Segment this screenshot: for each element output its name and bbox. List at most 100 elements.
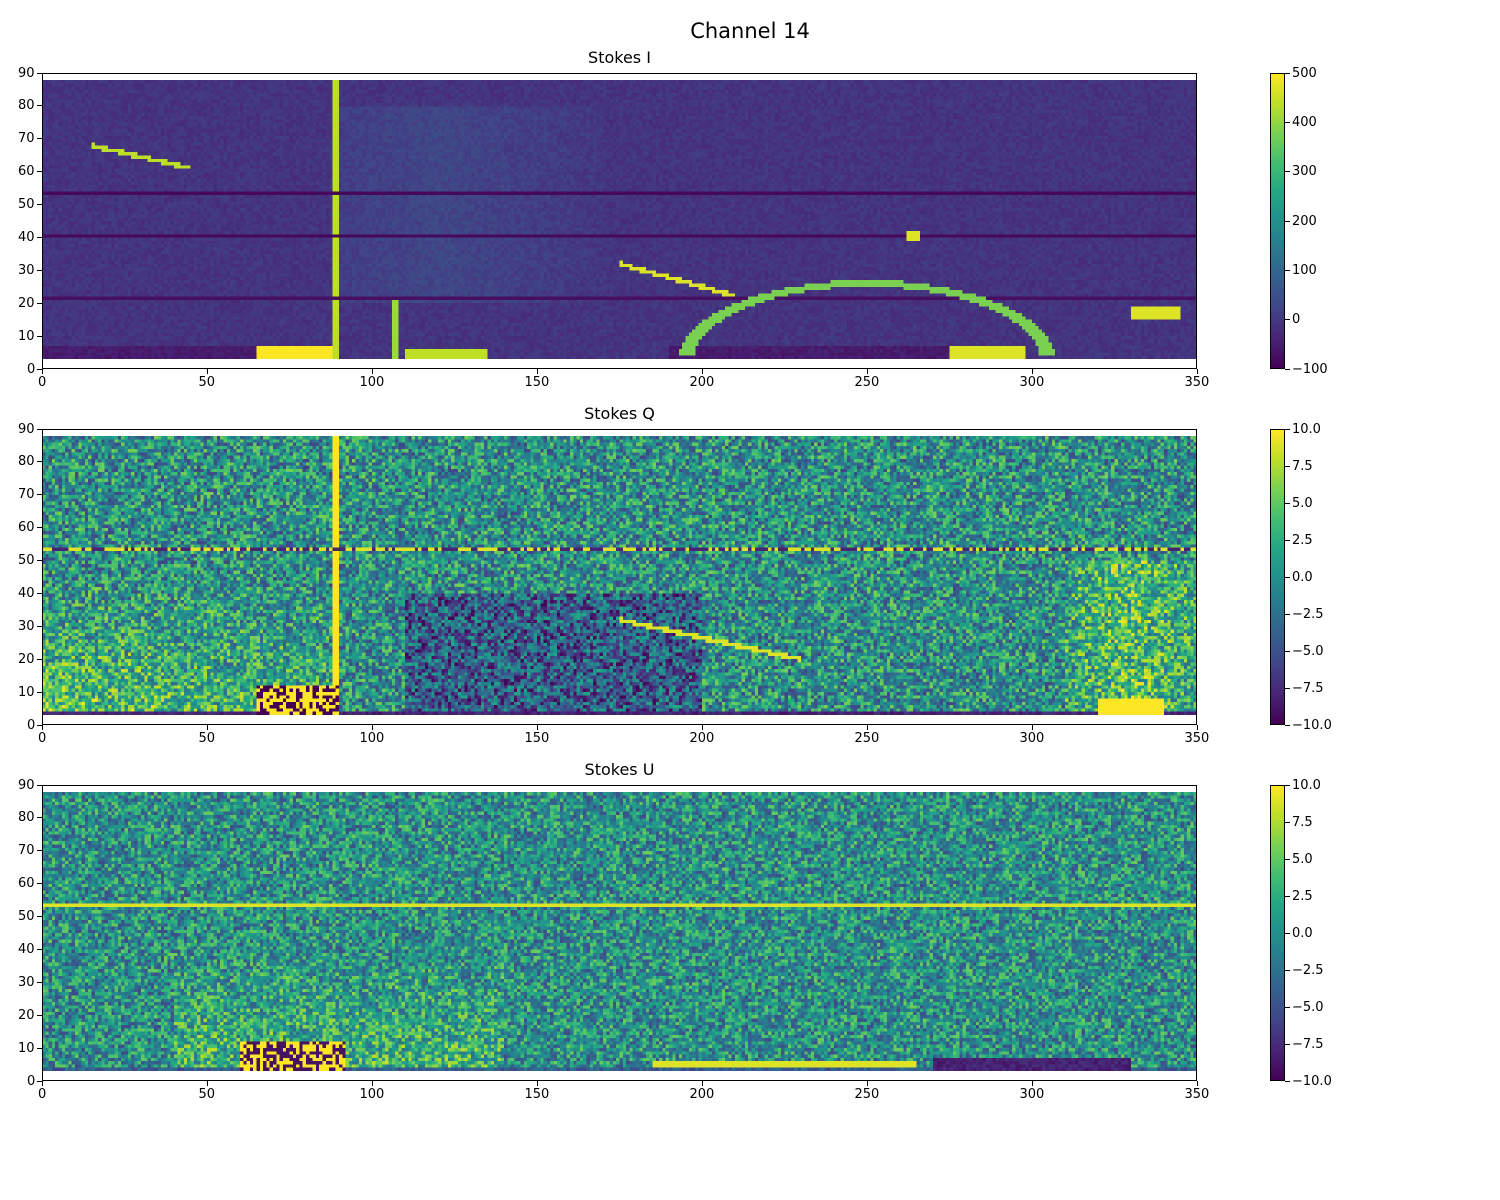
colorbar-tick-mark <box>1285 687 1290 689</box>
x-tick-label: 100 <box>359 731 385 746</box>
x-tick-label: 0 <box>38 375 47 390</box>
y-tick-label: 40 <box>18 941 35 957</box>
plot-area <box>42 73 1197 369</box>
colorbar-tick-label: 7.5 <box>1292 458 1313 474</box>
colorbar-tick-mark <box>1285 576 1290 578</box>
x-tick-mark <box>536 1081 538 1086</box>
x-tick-label: 50 <box>198 375 216 390</box>
colorbar-tick-label: −2.5 <box>1292 606 1324 622</box>
heatmap-image <box>42 791 1197 1072</box>
colorbar-tick-label: 500 <box>1292 65 1317 81</box>
colorbar-tick-mark <box>1285 465 1290 467</box>
plot-area <box>42 785 1197 1081</box>
x-tick-label: 300 <box>1019 375 1045 390</box>
colorbar-tick-label: −10.0 <box>1292 717 1332 733</box>
y-tick-label: 10 <box>18 328 35 344</box>
colorbar-tick-mark <box>1285 724 1290 726</box>
y-tick-mark <box>37 494 42 496</box>
colorbar-tick-mark <box>1285 895 1290 897</box>
y-tick-mark <box>37 72 42 74</box>
y-tick-label: 80 <box>18 454 35 470</box>
y-tick-label: 40 <box>18 585 35 601</box>
colorbar <box>1270 785 1285 1081</box>
panel-title: Stokes U <box>584 760 655 779</box>
x-tick-label: 150 <box>524 1087 550 1102</box>
colorbar-tick-label: 5.0 <box>1292 495 1313 511</box>
colorbar-tick-mark <box>1285 121 1290 123</box>
y-tick-label: 20 <box>18 295 35 311</box>
y-tick-mark <box>37 1080 42 1082</box>
y-tick-label: 50 <box>18 553 35 569</box>
x-tick-label: 300 <box>1019 1087 1045 1102</box>
x-tick-label: 350 <box>1184 1087 1210 1102</box>
colorbar-tick-mark <box>1285 502 1290 504</box>
y-tick-mark <box>37 850 42 852</box>
x-tick-mark <box>41 1081 43 1086</box>
colorbar-tick-mark <box>1285 319 1290 321</box>
x-tick-label: 350 <box>1184 375 1210 390</box>
y-tick-mark <box>37 658 42 660</box>
colorbar-tick-label: −7.5 <box>1292 680 1324 696</box>
colorbar-tick-mark <box>1285 269 1290 271</box>
y-tick-mark <box>37 592 42 594</box>
x-tick-label: 200 <box>689 375 715 390</box>
y-tick-label: 70 <box>18 843 35 859</box>
y-tick-label: 60 <box>18 876 35 892</box>
colorbar-tick-label: −5.0 <box>1292 999 1324 1015</box>
x-tick-mark <box>41 725 43 730</box>
y-tick-mark <box>37 724 42 726</box>
y-tick-label: 40 <box>18 229 35 245</box>
y-tick-mark <box>37 302 42 304</box>
x-tick-label: 250 <box>854 1087 880 1102</box>
y-tick-label: 60 <box>18 164 35 180</box>
x-tick-mark <box>1196 1081 1198 1086</box>
colorbar-tick-mark <box>1285 368 1290 370</box>
colorbar-tick-mark <box>1285 171 1290 173</box>
y-tick-mark <box>37 335 42 337</box>
y-tick-mark <box>37 1014 42 1016</box>
colorbar-tick-label: 400 <box>1292 114 1317 130</box>
colorbar-tick-label: 2.5 <box>1292 888 1313 904</box>
panel-title: Stokes Q <box>584 404 655 423</box>
colorbar-tick-label: −10.0 <box>1292 1073 1332 1089</box>
y-tick-mark <box>37 171 42 173</box>
y-tick-label: 0 <box>27 717 36 733</box>
x-tick-label: 250 <box>854 375 880 390</box>
colorbar-tick-label: 0 <box>1292 312 1301 328</box>
y-tick-mark <box>37 204 42 206</box>
figure-title: Channel 14 <box>690 19 810 43</box>
colorbar <box>1270 73 1285 369</box>
colorbar-tick-mark <box>1285 613 1290 615</box>
x-tick-mark <box>206 1081 208 1086</box>
heatmap-image <box>42 79 1197 360</box>
y-tick-label: 90 <box>18 777 35 793</box>
colorbar-tick-mark <box>1285 858 1290 860</box>
x-tick-mark <box>866 725 868 730</box>
colorbar-tick-label: 5.0 <box>1292 851 1313 867</box>
colorbar-tick-label: 10.0 <box>1292 777 1321 793</box>
y-tick-label: 30 <box>18 618 35 634</box>
x-tick-label: 0 <box>38 1087 47 1102</box>
y-tick-mark <box>37 560 42 562</box>
y-tick-label: 0 <box>27 1073 36 1089</box>
y-tick-label: 30 <box>18 262 35 278</box>
colorbar-tick-mark <box>1285 539 1290 541</box>
y-tick-mark <box>37 138 42 140</box>
y-tick-label: 50 <box>18 197 35 213</box>
x-tick-mark <box>536 369 538 374</box>
y-tick-label: 20 <box>18 1007 35 1023</box>
colorbar-tick-mark <box>1285 220 1290 222</box>
colorbar-tick-mark <box>1285 969 1290 971</box>
x-tick-mark <box>1031 725 1033 730</box>
y-tick-mark <box>37 625 42 627</box>
x-tick-mark <box>371 1081 373 1086</box>
y-tick-mark <box>37 527 42 529</box>
y-tick-label: 0 <box>27 361 36 377</box>
colorbar-tick-mark <box>1285 821 1290 823</box>
x-tick-mark <box>1031 1081 1033 1086</box>
y-tick-mark <box>37 269 42 271</box>
y-tick-label: 20 <box>18 651 35 667</box>
x-tick-mark <box>536 725 538 730</box>
y-tick-label: 70 <box>18 487 35 503</box>
heatmap-image <box>42 435 1197 716</box>
